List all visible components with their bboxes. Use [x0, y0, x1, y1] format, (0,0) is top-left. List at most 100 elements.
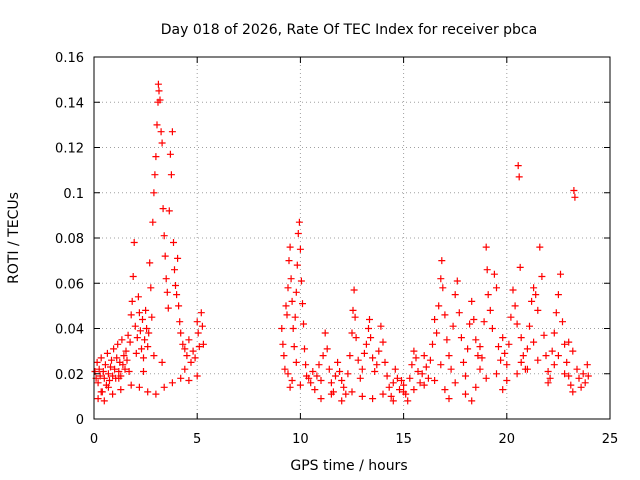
data-point [327, 390, 335, 398]
data-point [131, 322, 139, 330]
data-point [327, 379, 335, 387]
data-point [292, 358, 300, 366]
data-point [542, 352, 550, 360]
data-point [164, 304, 172, 312]
data-point [106, 377, 113, 384]
x-axis-label: GPS time / hours [290, 458, 407, 474]
data-point [149, 218, 157, 226]
data-point [159, 205, 167, 213]
data-point [183, 352, 191, 360]
data-point [379, 390, 387, 398]
data-point [559, 318, 566, 326]
data-point [499, 386, 507, 394]
data-point [373, 361, 381, 369]
data-point [319, 352, 327, 360]
plot-frame [93, 56, 611, 420]
data-point [299, 300, 306, 308]
data-point [302, 361, 310, 369]
data-point [170, 239, 177, 246]
data-point [108, 356, 115, 364]
data-point [93, 358, 101, 366]
data-point [398, 377, 405, 384]
data-point [99, 368, 107, 375]
data-point [115, 374, 123, 382]
data-point [352, 334, 360, 342]
data-point [144, 388, 152, 396]
data-point [288, 297, 296, 305]
data-point [156, 96, 164, 104]
data-point [125, 368, 133, 375]
data-point [581, 379, 589, 387]
data-point [503, 361, 511, 369]
y-tick-label: 0 [76, 413, 84, 428]
data-point [358, 392, 366, 400]
data-point [526, 322, 533, 330]
data-point [393, 374, 401, 382]
data-point [449, 322, 457, 330]
data-point [177, 329, 185, 337]
data-point [132, 349, 140, 357]
data-point [511, 302, 519, 310]
data-point [146, 259, 154, 267]
data-point [281, 365, 289, 373]
data-point [158, 139, 166, 147]
data-point [157, 128, 165, 136]
data-point [181, 345, 189, 353]
data-point [113, 354, 121, 362]
data-point [117, 386, 125, 394]
data-point [118, 336, 126, 344]
y-tick-label: 0.16 [55, 51, 84, 66]
data-point [385, 383, 393, 391]
data-point [358, 365, 366, 373]
data-point [176, 318, 184, 326]
data-point [129, 273, 137, 280]
data-point [198, 322, 206, 330]
data-point [544, 379, 552, 387]
data-point [554, 352, 562, 360]
data-point [123, 356, 131, 364]
grid [94, 57, 610, 419]
data-point [387, 392, 395, 400]
data-point [371, 368, 379, 375]
data-point [136, 327, 144, 335]
data-point [313, 372, 321, 380]
data-point [291, 313, 299, 321]
data-point [197, 309, 205, 317]
data-point [480, 318, 488, 326]
data-point [569, 347, 577, 355]
data-point [338, 377, 346, 384]
data-point [175, 302, 183, 310]
data-point [408, 361, 416, 369]
data-point [538, 273, 546, 280]
data-point [569, 388, 577, 396]
data-point [429, 340, 436, 348]
data-point [161, 252, 169, 260]
chart-title: Day 018 of 2026, Rate Of TEC Index for r… [161, 22, 537, 38]
data-point [369, 354, 377, 362]
data-point [309, 368, 317, 375]
data-point [356, 374, 364, 382]
data-point [323, 345, 331, 353]
data-point [550, 329, 558, 337]
data-point [483, 266, 491, 274]
data-point [290, 343, 298, 351]
data-point [163, 288, 171, 296]
data-point [142, 306, 150, 314]
data-point [321, 329, 329, 337]
data-point [396, 386, 403, 394]
data-point [140, 354, 147, 362]
data-point [140, 368, 147, 375]
data-point [435, 302, 443, 310]
data-point [181, 365, 189, 373]
data-point [575, 374, 583, 382]
data-point [552, 309, 560, 317]
data-point [348, 388, 356, 396]
data-point [297, 277, 305, 285]
data-point [377, 322, 385, 330]
data-point [126, 338, 134, 346]
data-point [168, 379, 176, 387]
data-point [338, 397, 346, 405]
data-point [410, 386, 418, 394]
data-point [144, 343, 152, 351]
data-point [100, 397, 108, 405]
